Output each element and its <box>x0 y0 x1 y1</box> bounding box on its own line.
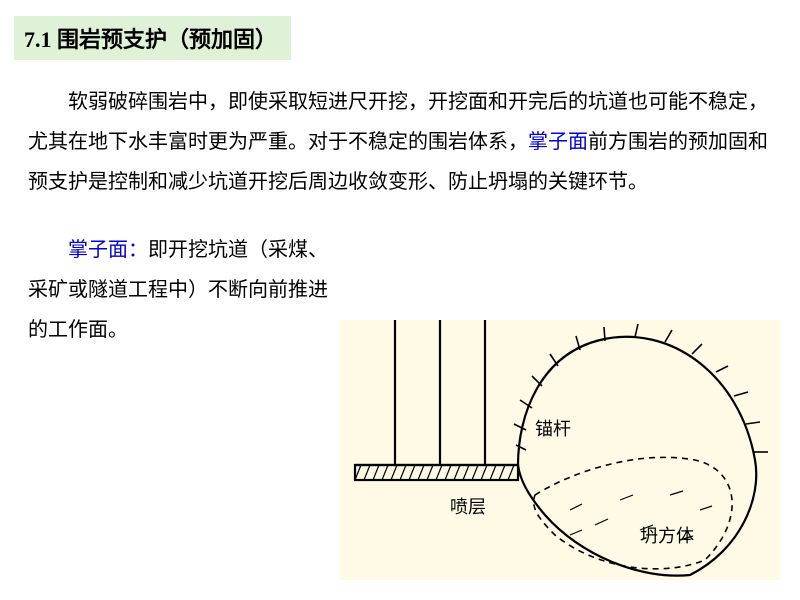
svg-text:喷层: 喷层 <box>450 497 486 517</box>
section-heading: 7.1 围岩预支护（预加固） <box>14 16 291 60</box>
para1-highlight: 掌子面 <box>528 131 588 153</box>
para2-highlight: 掌子面： <box>68 239 148 261</box>
paragraph-1: 软弱破碎围岩中，即使采取短进尺开挖，开挖面和开完后的坑道也可能不稳定，尤其在地下… <box>28 82 772 202</box>
svg-text:锚杆: 锚杆 <box>535 419 571 439</box>
tunnel-diagram: 锚杆喷层坍方体 <box>340 320 780 580</box>
tunnel-svg: 锚杆喷层坍方体 <box>340 320 780 580</box>
paragraph-2: 掌子面：即开挖坑道（采煤、采矿或隧道工程中）不断向前推进的工作面。 <box>28 230 328 350</box>
svg-text:坍方体: 坍方体 <box>640 526 694 546</box>
